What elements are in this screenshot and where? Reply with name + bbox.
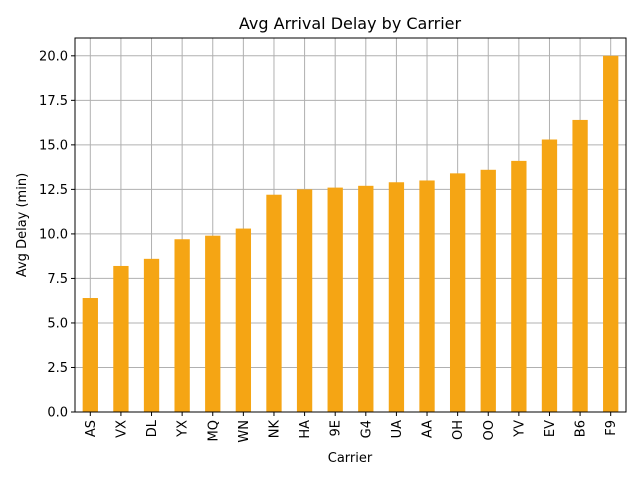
y-tick-label: 10.0 (39, 227, 68, 242)
x-tick-label: AA (421, 420, 436, 438)
bar-b6 (572, 119, 588, 412)
bar-ua (388, 182, 405, 412)
y-tick-label: 17.5 (39, 94, 68, 109)
x-tick-label: F9 (604, 420, 619, 436)
y-axis-ticks: 0.0 2.5 5.0 7.5 10.0 12.5 15.0 17.5 20.0 (39, 49, 75, 421)
bar-aa (419, 180, 435, 412)
bar-ev (541, 139, 558, 412)
y-tick-label: 7.5 (47, 272, 68, 287)
bar-dl (143, 258, 160, 412)
bar-as (82, 298, 98, 412)
x-axis-label: Carrier (328, 451, 373, 466)
y-tick-label: 2.5 (47, 361, 68, 376)
y-tick-label: 5.0 (47, 316, 68, 331)
x-tick-label: G4 (359, 420, 374, 438)
bar-f9 (603, 55, 619, 413)
x-tick-label: AS (84, 420, 99, 437)
x-tick-label: DL (145, 419, 160, 437)
x-tick-label: OH (451, 420, 466, 440)
bar-oo (480, 169, 496, 412)
y-tick-label: 15.0 (39, 138, 68, 153)
x-tick-label: EV (543, 420, 558, 437)
y-axis-label: Avg Delay (min) (15, 173, 30, 277)
x-tick-label: OO (482, 420, 497, 440)
x-tick-label: YX (176, 420, 191, 438)
plot-frame (74, 37, 627, 413)
bar-9e (327, 187, 343, 412)
bar-wn (235, 228, 252, 412)
bars (82, 55, 619, 413)
x-tick-label: UA (390, 420, 405, 439)
x-tick-label: B6 (574, 420, 589, 437)
x-tick-label: MQ (206, 420, 221, 441)
chart-title: Avg Arrival Delay by Carrier (239, 14, 462, 33)
bar-mq (205, 235, 221, 412)
x-axis-ticks: AS VX DL YX MQ WN NK HA 9E G4 UA AA OH OO YV EV B6 F9 (84, 412, 619, 443)
y-tick-label: 0.0 (47, 406, 68, 421)
y-tick-label: 20.0 (39, 49, 68, 64)
bar-vx (113, 265, 129, 412)
x-tick-label: WN (237, 420, 252, 443)
x-tick-label: HA (298, 420, 313, 439)
y-tick-label: 12.5 (39, 183, 68, 198)
x-tick-label: 9E (329, 420, 344, 437)
bar-oh (449, 173, 466, 412)
x-tick-label: YV (512, 420, 527, 438)
bar-yv (511, 160, 527, 412)
bar-g4 (358, 185, 374, 412)
x-tick-label: NK (267, 420, 282, 439)
bar-ha (296, 189, 313, 412)
bar-nk (266, 194, 282, 412)
bar-yx (174, 239, 190, 412)
x-tick-label: VX (114, 420, 129, 438)
